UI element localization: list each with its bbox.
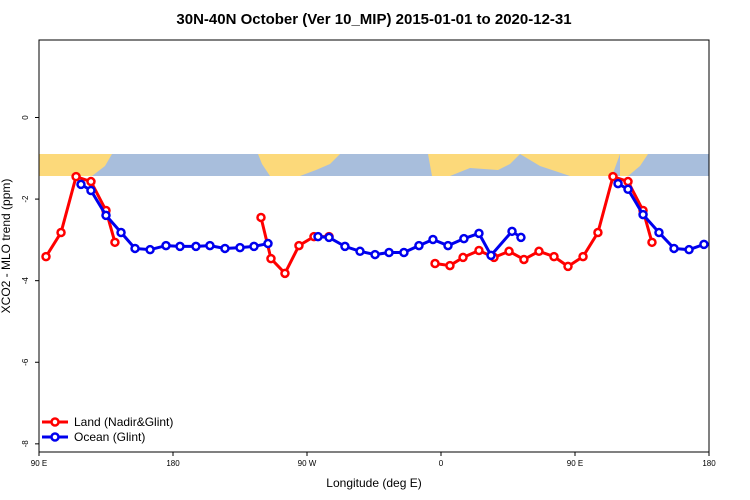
point bbox=[578, 251, 588, 262]
legend-label: Ocean (Glint) bbox=[74, 430, 145, 444]
point bbox=[313, 231, 323, 242]
point bbox=[534, 246, 544, 257]
x-tick-label: 90 E bbox=[567, 459, 583, 468]
point bbox=[638, 209, 648, 220]
chart-title: 30N-40N October (Ver 10_MIP) 2015-01-01 … bbox=[176, 11, 571, 28]
point bbox=[370, 249, 380, 260]
y-tick-label: 0 bbox=[21, 115, 30, 120]
point bbox=[563, 261, 573, 272]
y-axis-label: XCO2 - MLO trend (ppm) bbox=[0, 179, 13, 314]
point bbox=[507, 226, 517, 237]
point bbox=[445, 260, 455, 271]
point bbox=[235, 242, 245, 253]
point bbox=[549, 251, 559, 262]
y-tick-label: -4 bbox=[21, 277, 30, 285]
x-tick-label: 0 bbox=[439, 459, 444, 468]
point bbox=[191, 241, 201, 252]
point bbox=[161, 240, 171, 251]
point bbox=[486, 250, 496, 261]
point bbox=[116, 227, 126, 238]
point bbox=[76, 179, 86, 190]
series-line bbox=[80, 182, 705, 258]
point bbox=[249, 241, 259, 252]
point bbox=[669, 243, 679, 254]
point bbox=[130, 243, 140, 254]
point bbox=[414, 240, 424, 251]
point bbox=[399, 247, 409, 258]
point bbox=[608, 171, 618, 182]
point bbox=[516, 232, 526, 243]
point bbox=[504, 246, 514, 257]
point bbox=[430, 258, 440, 269]
point bbox=[263, 238, 273, 249]
x-axis-label: Longitude (deg E) bbox=[326, 476, 421, 490]
point bbox=[474, 245, 484, 256]
point bbox=[175, 241, 185, 252]
point bbox=[593, 227, 603, 238]
point bbox=[654, 227, 664, 238]
legend-marker bbox=[50, 417, 60, 427]
y-tick-label: -2 bbox=[21, 195, 30, 203]
y-tick-label: -6 bbox=[21, 358, 30, 366]
point bbox=[428, 234, 438, 245]
x-tick-label: 180 bbox=[166, 459, 180, 468]
point bbox=[280, 268, 290, 279]
point bbox=[294, 240, 304, 251]
point bbox=[324, 232, 334, 243]
point bbox=[613, 178, 623, 189]
point bbox=[340, 241, 350, 252]
plot-frame bbox=[38, 39, 710, 453]
point bbox=[86, 176, 96, 187]
point bbox=[647, 237, 657, 248]
point bbox=[266, 253, 276, 264]
x-tick-label: 90 W bbox=[298, 459, 317, 468]
point bbox=[220, 243, 230, 254]
map-strip bbox=[39, 154, 709, 176]
point bbox=[623, 184, 633, 195]
point bbox=[519, 254, 529, 265]
point bbox=[101, 210, 111, 221]
point bbox=[443, 240, 453, 251]
point bbox=[145, 244, 155, 255]
point bbox=[623, 176, 633, 187]
legend-label: Land (Nadir&Glint) bbox=[74, 415, 173, 429]
x-tick-label: 180 bbox=[702, 459, 716, 468]
point bbox=[699, 239, 709, 250]
point bbox=[684, 244, 694, 255]
point bbox=[110, 237, 120, 248]
point bbox=[474, 228, 484, 239]
point bbox=[56, 227, 66, 238]
legend-marker bbox=[50, 432, 60, 442]
point bbox=[205, 240, 215, 251]
point bbox=[41, 251, 51, 262]
y-tick-label: -8 bbox=[21, 440, 30, 448]
point bbox=[459, 233, 469, 244]
point bbox=[86, 185, 96, 196]
point bbox=[384, 247, 394, 258]
point bbox=[256, 212, 266, 223]
point bbox=[458, 252, 468, 263]
series-line bbox=[44, 174, 654, 276]
point bbox=[355, 246, 365, 257]
point bbox=[71, 171, 81, 182]
x-tick-label: 90 E bbox=[31, 459, 47, 468]
